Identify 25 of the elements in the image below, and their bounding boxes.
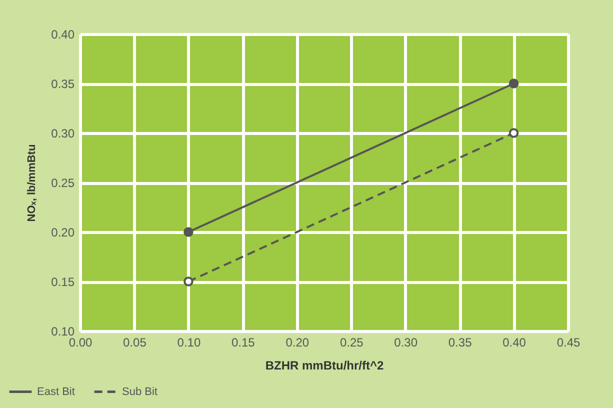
legend-label: East Bit [37, 386, 75, 398]
x-tick-label: 0.05 [123, 336, 147, 350]
y-tick-label: 0.20 [51, 226, 75, 240]
point [184, 276, 194, 286]
y-axis-title: NOₓ, lb/mmBtu [26, 144, 38, 222]
legend-label: Sub Bit [122, 386, 158, 398]
x-tick-label: 0.45 [556, 336, 580, 350]
x-tick-label: 0.30 [394, 336, 418, 350]
x-tick-label: 0.20 [286, 336, 310, 350]
x-tick-label: 0.40 [502, 336, 526, 350]
y-tick-label: 0.15 [51, 275, 75, 289]
y-tick-label: 0.30 [51, 126, 75, 140]
x-tick-label: 0.35 [448, 336, 472, 350]
y-tick-label: 0.40 [51, 28, 75, 42]
y-tick-label: 0.25 [51, 176, 75, 190]
point [508, 128, 519, 138]
y-tick-label: 0.35 [51, 77, 75, 91]
x-tick-label: 0.25 [340, 336, 364, 350]
y-tick-label: 0.10 [51, 324, 75, 338]
x-tick-label: 0.00 [68, 336, 92, 350]
point [508, 78, 519, 88]
x-tick-label: 0.15 [231, 336, 256, 350]
point [184, 227, 194, 237]
x-tick-label: 0.10 [177, 336, 201, 350]
x-axis-title: BZHR mmBtu/hr/ft^2 [265, 358, 384, 372]
